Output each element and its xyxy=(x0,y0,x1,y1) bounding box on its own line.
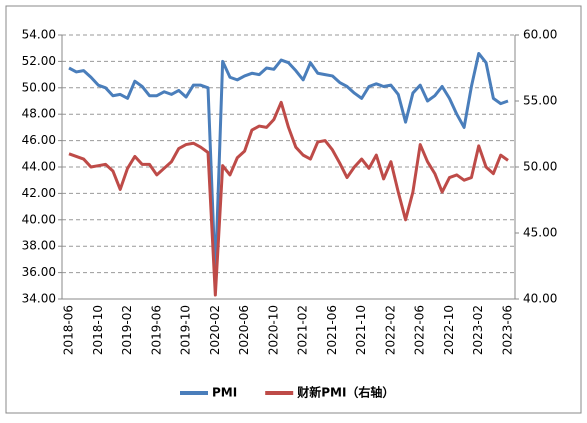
x-tick-label: 2022-10 xyxy=(442,305,456,355)
y-tick-label: 38.00 xyxy=(22,239,56,253)
x-tick-label: 2019-10 xyxy=(179,305,193,355)
y-tick-label: 42.00 xyxy=(22,186,56,200)
x-tick-label: 2021-10 xyxy=(354,305,368,355)
x-tick-label: 2019-02 xyxy=(120,305,134,355)
x-tick-label: 2023-02 xyxy=(471,305,485,355)
y-tick-label: 48.00 xyxy=(22,107,56,121)
y-tick-label: 44.00 xyxy=(22,160,56,174)
y-tick-label: 40.00 xyxy=(22,212,56,226)
y2-tick-label: 60.00 xyxy=(523,28,557,42)
x-tick-label: 2020-10 xyxy=(266,305,280,355)
chart-border xyxy=(5,5,582,414)
y2-tick-label: 50.00 xyxy=(523,160,557,174)
x-tick-label: 2023-06 xyxy=(501,305,515,355)
y-tick-label: 52.00 xyxy=(22,54,56,68)
x-tick-label: 2020-06 xyxy=(237,305,251,355)
y-tick-label: 36.00 xyxy=(22,265,56,279)
x-tick-label: 2021-06 xyxy=(325,305,339,355)
y2-tick-label: 55.00 xyxy=(523,94,557,108)
x-tick-label: 2018-10 xyxy=(91,305,105,355)
y2-tick-label: 45.00 xyxy=(523,226,557,240)
x-tick-label: 2019-06 xyxy=(149,305,163,355)
legend-label: 财新PMI（右轴） xyxy=(296,385,394,400)
x-tick-label: 2020-02 xyxy=(208,305,222,355)
x-tick-label: 2022-06 xyxy=(413,305,427,355)
y-tick-label: 54.00 xyxy=(22,28,56,42)
y-tick-label: 46.00 xyxy=(22,133,56,147)
series-line xyxy=(68,51,509,279)
x-tick-label: 2018-06 xyxy=(62,305,76,355)
x-tick-label: 2021-02 xyxy=(296,305,310,355)
series-line xyxy=(68,100,509,297)
y-tick-label: 34.00 xyxy=(22,292,56,306)
legend-label: PMI xyxy=(212,386,237,400)
x-tick-label: 2022-02 xyxy=(383,305,397,355)
y-tick-label: 50.00 xyxy=(22,80,56,94)
y2-tick-label: 40.00 xyxy=(523,292,557,306)
